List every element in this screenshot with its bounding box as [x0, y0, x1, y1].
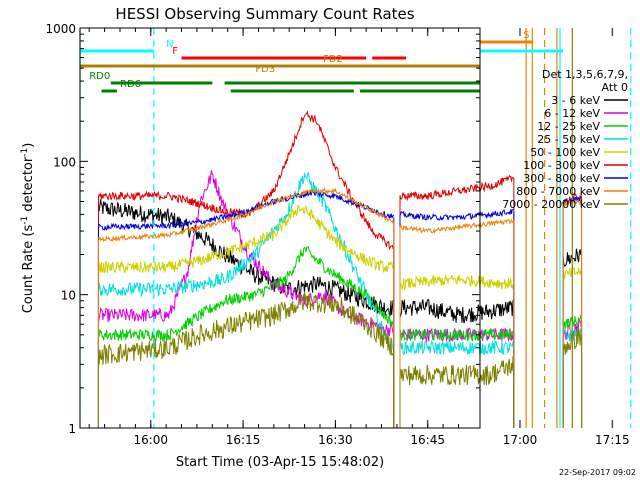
- y-axis-label-end: ): [21, 143, 36, 148]
- flag-label: RD6: [120, 79, 141, 90]
- chart-title: HESSI Observing Summary Count Rates: [115, 5, 414, 23]
- series-line: [98, 291, 395, 365]
- legend-label: 300 - 800 keV: [523, 172, 600, 185]
- series-line: [98, 204, 395, 274]
- y-tick-label: 10: [61, 289, 76, 303]
- legend-label: 6 - 12 keV: [544, 107, 600, 120]
- x-tick-label: 16:45: [410, 433, 445, 447]
- y-axis-label-mid: detector: [21, 156, 36, 216]
- legend-label: 50 - 100 keV: [530, 146, 600, 159]
- legend-label: 800 - 7000 keV: [516, 185, 600, 198]
- x-tick-label: 17:00: [503, 433, 538, 447]
- marker-layer: [79, 28, 632, 428]
- y-axis-label-sup2: -1: [20, 148, 30, 157]
- x-axis-label: Start Time (03-Apr-15 15:48:02): [176, 455, 384, 470]
- y-axis-label: Count Rate (s-1 detector-1): [20, 143, 36, 314]
- data-layer: [97, 110, 583, 428]
- flag-label: S: [523, 30, 529, 41]
- legend-header-1: Det 1,3,5,6,7,9,: [542, 68, 628, 81]
- flag-label: F: [172, 46, 178, 57]
- y-axis-label-main: Count Rate (s: [21, 225, 36, 314]
- flag-label: FD2: [323, 54, 343, 65]
- legend-label: 3 - 6 keV: [551, 94, 600, 107]
- x-tick-label: 17:15: [595, 433, 630, 447]
- flag-label: N: [166, 39, 173, 50]
- y-tick-label: 100: [53, 155, 76, 169]
- series-line: [399, 355, 514, 386]
- x-tick-label: 16:30: [318, 433, 353, 447]
- y-axis-label-sup1: -1: [20, 216, 30, 225]
- x-tick-label: 16:00: [133, 433, 168, 447]
- series-line: [98, 189, 395, 231]
- y-tick-label: 1000: [45, 22, 76, 36]
- legend-header-2: Att 0: [602, 81, 628, 94]
- plot-frame: [79, 27, 481, 429]
- series-line: [98, 171, 395, 354]
- series-line: [98, 187, 395, 243]
- series-line: [399, 208, 514, 221]
- flag-label: RD0: [89, 71, 110, 82]
- series-line: [399, 327, 515, 343]
- x-tick-label: 16:15: [226, 433, 261, 447]
- series-line: [399, 339, 515, 356]
- series-line: [399, 218, 515, 235]
- series-line: [399, 174, 515, 202]
- series-line: [98, 246, 395, 343]
- axis-layer: 16:00 16:15 16:30 16:45 17:00 17:15 1 10 100 1000: [45, 22, 629, 447]
- flag-layer: N S F FD2 FD3 RD0 RD6: [80, 30, 564, 93]
- legend-label: 12 - 25 keV: [537, 120, 600, 133]
- series-line: [399, 273, 515, 292]
- legend-label: 7000 - 20000 keV: [502, 198, 600, 211]
- y-tick-label: 1: [68, 422, 76, 436]
- series-line: [399, 298, 515, 324]
- legend-label: 25 - 50 keV: [537, 133, 600, 146]
- flag-label: FD3: [255, 64, 275, 75]
- legend-label: 100 - 300 keV: [523, 159, 600, 172]
- series-line: [98, 110, 394, 251]
- timestamp: 22-Sep-2017 09:02: [559, 468, 636, 477]
